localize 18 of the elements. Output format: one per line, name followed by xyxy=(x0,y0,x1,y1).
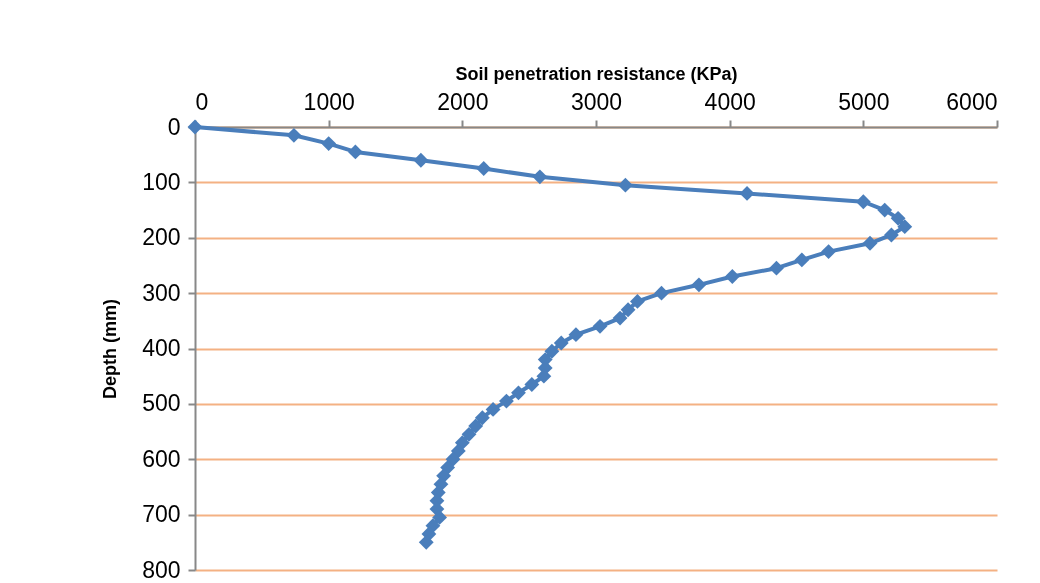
y-tick-label: 800 xyxy=(142,556,181,583)
x-tick-label: 5000 xyxy=(838,88,890,115)
y-tick-label: 400 xyxy=(142,335,181,361)
y-tick-label: 300 xyxy=(142,279,181,306)
y-tick-label: 100 xyxy=(142,168,181,195)
x-tick-label: 0 xyxy=(195,88,209,115)
x-tick-label: 2000 xyxy=(437,88,489,115)
x-tick-label: 4000 xyxy=(704,88,756,115)
y-tick-label: 600 xyxy=(142,445,181,472)
y-tick-label: 700 xyxy=(142,501,181,528)
y-axis-title: Depth (mm) xyxy=(100,299,121,399)
y-tick-label: 0 xyxy=(167,113,181,140)
x-tick-label: 6000 xyxy=(946,88,998,115)
y-tick-label: 500 xyxy=(142,390,181,417)
x-tick-label: 1000 xyxy=(303,88,355,115)
x-tick-label: 3000 xyxy=(570,88,623,115)
y-tick-label: 200 xyxy=(142,224,181,251)
x-axis-title: Soil penetration resistance (KPa) xyxy=(455,63,738,84)
